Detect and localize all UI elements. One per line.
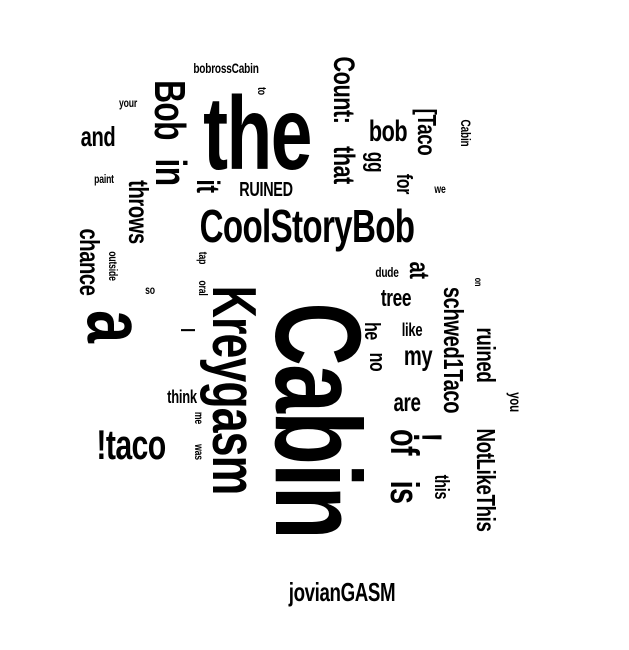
word-this: this [430,474,452,500]
word-gg: gg [362,151,389,173]
word-chance: chance [74,228,105,296]
word-oral: oral [196,280,210,296]
word-taco-bracket: [Taco [412,108,442,156]
word-outside: outside [106,251,120,281]
word-paint: paint [94,172,114,186]
word-tree: tree [380,285,412,312]
word-so: so [145,283,155,297]
word-on: on [472,277,483,287]
word-me: me [192,411,206,425]
word-was: was [192,444,206,460]
word-in: in [146,158,195,186]
word-joviangasm: jovianGASM [288,577,396,607]
word-coolstorybob: CoolStoryBob [199,200,415,252]
word-my: my [403,340,433,371]
word-you: you [506,392,523,412]
word-at: at [404,261,435,279]
word-for: for [392,173,417,195]
word-bobrosscabin: bobrossCabin [193,60,259,76]
word-he: he [360,322,385,340]
word-is: is [382,480,426,504]
word-throws: throws [123,180,154,244]
word-like: like [401,320,423,340]
word-and: and [80,121,116,152]
word-to: to [255,87,269,95]
word-your: your [118,96,138,110]
word-count: Count: [327,56,360,124]
word-ruined: ruined [471,327,501,383]
word-cabin-small: Cabin [458,119,474,147]
word-a: a [70,310,161,342]
word-that: that [327,146,360,184]
word-i-left: I [176,328,198,332]
word-we: we [434,182,446,196]
word-are: are [393,387,421,417]
word-bob: Bob [145,80,194,140]
word-ruined-caps: RUINED [239,179,293,201]
word-schwed1taco: schwed1Taco [438,286,469,414]
word-bob-lower: bob [368,115,408,148]
word-taco-command: !taco [96,421,166,468]
word-kreygasm: Kreygasm [199,285,268,495]
word-tap: tap [196,251,210,265]
word-it: it [190,179,226,193]
word-dude: dude [375,264,399,280]
word-no: no [365,352,390,372]
word-think: think [167,387,197,407]
word-the: the [203,76,312,192]
word-notlikethis: NotLikeThis [471,428,501,532]
word-exclamation-right: ! [405,432,449,442]
